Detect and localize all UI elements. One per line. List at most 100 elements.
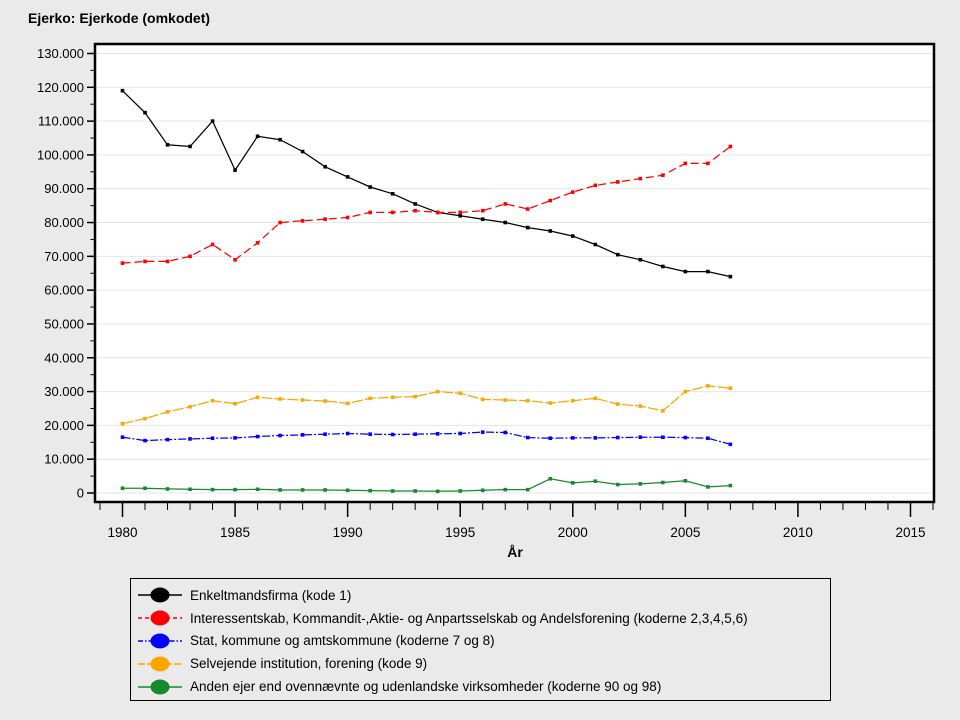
series-marker-1: [368, 210, 372, 215]
series-marker-0: [548, 229, 553, 233]
series-marker-2: [683, 435, 688, 440]
series-marker-0: [300, 149, 305, 154]
series-marker-0: [143, 110, 147, 115]
series-marker-2: [728, 442, 733, 447]
series-marker-4: [143, 486, 147, 491]
x-tick-label: 1985: [220, 525, 250, 540]
series-marker-1: [413, 208, 417, 213]
series-marker-4: [368, 488, 372, 493]
legend-item-1: Interessentskab, Kommandit-,Aktie- og An…: [137, 607, 830, 630]
series-marker-1: [390, 210, 395, 215]
series-marker-2: [323, 432, 327, 436]
series-marker-2: [548, 436, 553, 441]
series-marker-0: [616, 252, 620, 257]
series-marker-4: [525, 487, 530, 492]
series-marker-3: [503, 398, 508, 402]
series-marker-3: [278, 397, 282, 401]
legend-item-label: Enkeltmandsfirma (kode 1): [190, 587, 352, 603]
series-marker-1: [525, 207, 530, 211]
series-marker-2: [120, 435, 125, 440]
series-marker-0: [188, 144, 192, 149]
series-marker-0: [683, 269, 688, 274]
y-tick-label: 70.000: [44, 249, 84, 264]
series-marker-4: [300, 488, 305, 492]
series-marker-4: [683, 479, 688, 483]
series-marker-0: [458, 213, 463, 218]
series-marker-1: [120, 261, 125, 265]
series-marker-0: [210, 119, 215, 123]
series-marker-3: [616, 402, 620, 406]
legend-dot: [150, 587, 170, 603]
series-marker-4: [413, 489, 417, 493]
series-marker-4: [548, 477, 553, 481]
series-marker-0: [503, 220, 508, 225]
series-marker-3: [548, 401, 553, 405]
legend-marker-icon: [138, 610, 182, 626]
series-marker-1: [255, 241, 260, 245]
series-marker-1: [300, 219, 305, 223]
series-marker-3: [165, 410, 170, 414]
series-marker-3: [458, 391, 463, 396]
series-marker-3: [728, 386, 733, 390]
series-marker-4: [706, 485, 710, 489]
series-marker-4: [480, 488, 485, 493]
series-marker-2: [706, 436, 710, 441]
plot-background: [95, 44, 934, 502]
series-marker-2: [143, 438, 147, 443]
y-tick-label: 120.000: [37, 80, 84, 95]
series-marker-4: [728, 483, 733, 488]
series-marker-3: [210, 398, 215, 403]
series-marker-1: [706, 161, 710, 166]
series-marker-1: [570, 190, 575, 194]
series-marker-1: [548, 198, 553, 203]
series-marker-4: [188, 487, 192, 492]
series-marker-0: [570, 234, 575, 238]
series-marker-4: [390, 489, 395, 493]
series-marker-4: [210, 487, 215, 492]
x-tick-label: 2015: [895, 525, 925, 540]
series-marker-4: [661, 480, 665, 485]
y-tick-label: 30.000: [44, 384, 84, 399]
series-marker-3: [233, 401, 237, 406]
legend: Enkeltmandsfirma (kode 1) Interessentskab…: [130, 578, 831, 701]
x-tick-label: 2005: [670, 525, 700, 540]
series-marker-4: [233, 487, 237, 492]
legend-item-2: Stat, kommune og amtskommune (koderne 7 …: [137, 630, 830, 653]
series-marker-1: [233, 257, 237, 262]
chart-title: Ejerko: Ejerkode (omkodet): [28, 10, 211, 26]
series-line-0: [122, 90, 731, 278]
series-marker-0: [728, 274, 733, 279]
series-marker-1: [188, 254, 192, 259]
series-marker-0: [120, 88, 125, 93]
series-marker-0: [593, 242, 598, 247]
series-marker-2: [458, 431, 463, 436]
series-marker-0: [638, 257, 643, 262]
legend-marker-icon: [138, 656, 182, 672]
series-marker-4: [638, 482, 643, 486]
y-tick-label: 10.000: [44, 452, 84, 467]
y-tick-label: 50.000: [44, 316, 84, 331]
y-tick-label: 20.000: [44, 418, 84, 433]
series-line-4: [122, 478, 731, 492]
x-tick-label: 2000: [558, 525, 588, 540]
legend-dot: [150, 633, 170, 649]
series-marker-3: [345, 401, 350, 406]
series-marker-4: [503, 487, 508, 492]
series-marker-3: [120, 421, 125, 426]
series-marker-1: [593, 183, 598, 188]
series-marker-4: [278, 488, 282, 492]
series-marker-0: [165, 142, 170, 147]
series-marker-1: [503, 202, 508, 206]
y-tick-label: 0: [77, 486, 84, 501]
series-marker-1: [638, 176, 643, 181]
series-marker-0: [413, 202, 417, 206]
series-marker-2: [616, 435, 620, 440]
series-marker-4: [165, 487, 170, 491]
series-marker-4: [616, 482, 620, 487]
series-marker-3: [300, 398, 305, 402]
series-marker-3: [143, 416, 147, 421]
series-marker-0: [323, 164, 327, 169]
series-marker-3: [683, 389, 688, 394]
series-marker-3: [255, 395, 260, 400]
